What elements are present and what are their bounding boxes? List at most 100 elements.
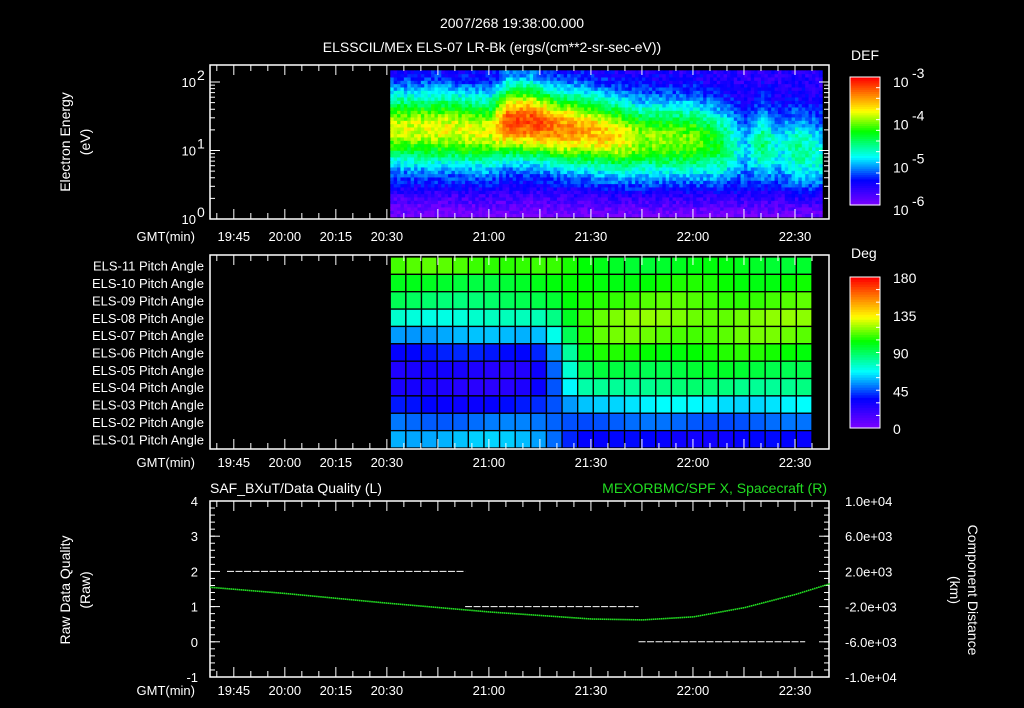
spectrogram-cell <box>400 73 405 78</box>
spectrogram-cell <box>546 86 551 91</box>
spectrogram-cell <box>536 123 541 128</box>
spectrogram-cell <box>618 90 623 95</box>
spectrogram-cell <box>703 80 708 85</box>
spectrogram-cell <box>567 156 572 161</box>
spectrogram-cell <box>733 173 738 178</box>
spectrogram-cell <box>655 90 660 95</box>
spectrogram-cell <box>679 120 684 125</box>
spectrogram-cell <box>682 146 687 151</box>
spectrogram-cell <box>601 133 606 138</box>
spectrogram-cell <box>618 103 623 108</box>
spectrogram-cell <box>587 180 592 185</box>
spectrogram-cell <box>516 73 520 78</box>
spectrogram-cell <box>400 150 405 155</box>
spectrogram-cell <box>587 170 592 175</box>
spectrogram-cell <box>454 130 459 135</box>
spectrogram-cell <box>410 173 415 178</box>
spectrogram-cell <box>611 206 616 211</box>
spectrogram-cell <box>665 153 670 158</box>
spectrogram-cell <box>601 110 606 115</box>
spectrogram-cell <box>607 170 612 175</box>
spectrogram-cell <box>448 93 452 98</box>
spectrogram-cell <box>658 73 663 78</box>
spectrogram-cell <box>495 86 500 91</box>
spectrogram-cell <box>614 73 619 78</box>
spectrogram-cell <box>635 163 640 168</box>
spectrogram-cell <box>669 203 674 208</box>
spectrogram-cell <box>553 170 558 175</box>
spectrogram-cell <box>669 123 674 128</box>
spectrogram-cell <box>550 186 555 191</box>
spectrogram-cell <box>614 153 619 158</box>
spectrogram-cell <box>604 193 609 198</box>
spectrogram-cell <box>607 193 612 198</box>
spectrogram-cell <box>730 146 735 151</box>
spectrogram-cell <box>573 123 578 128</box>
spectrogram-cell <box>635 210 640 215</box>
spectrogram-cell <box>706 130 711 135</box>
spectrogram-cell <box>400 190 405 195</box>
spectrogram-cell <box>410 130 415 135</box>
spectrogram-cell <box>675 126 680 131</box>
spectrogram-cell <box>502 70 507 75</box>
spectrogram-cell <box>461 146 466 151</box>
spectrogram-cell <box>611 163 616 168</box>
spectrogram-cell <box>451 173 456 178</box>
spectrogram-cell <box>590 196 595 201</box>
spectrogram-cell <box>543 73 548 78</box>
spectrogram-cell <box>420 123 425 128</box>
spectrogram-cell <box>420 90 425 95</box>
spectrogram-cell <box>686 163 691 168</box>
spectrogram-cell <box>567 80 572 85</box>
spectrogram-cell <box>682 140 687 145</box>
spectrogram-cell <box>686 210 691 215</box>
spectrogram-cell <box>645 153 650 158</box>
spectrogram-cell <box>400 156 405 161</box>
spectrogram-cell <box>720 206 725 211</box>
spectrogram-cell <box>465 193 469 198</box>
spectrogram-cell <box>648 170 653 175</box>
spectrogram-cell <box>624 176 629 181</box>
spectrogram-cell <box>662 156 667 161</box>
spectrogram-cell <box>618 120 623 125</box>
spectrogram-cell <box>533 150 538 155</box>
spectrogram-cell <box>434 153 439 158</box>
spectrogram-cell <box>573 193 578 198</box>
spectrogram-cell <box>573 96 578 101</box>
spectrogram-cell <box>448 106 452 111</box>
spectrogram-cell <box>638 93 643 98</box>
spectrogram-cell <box>675 80 680 85</box>
spectrogram-cell <box>441 70 446 75</box>
spectrogram-cell <box>556 110 561 115</box>
spectrogram-cell <box>414 73 418 78</box>
spectrogram-cell <box>461 86 466 91</box>
spectrogram-cell <box>604 186 609 191</box>
spectrogram-cell <box>502 193 507 198</box>
spectrogram-cell <box>689 183 694 188</box>
spectrogram-cell <box>471 93 476 98</box>
spectrogram-cell <box>726 183 731 188</box>
spectrogram-cell <box>553 110 558 115</box>
spectrogram-cell <box>465 86 469 91</box>
spectrogram-cell <box>648 193 653 198</box>
spectrogram-cell <box>573 86 578 91</box>
spectrogram-cell <box>502 83 507 88</box>
spectrogram-cell <box>546 133 551 138</box>
spectrogram-cell <box>502 100 507 105</box>
spectrogram-cell <box>533 133 538 138</box>
spectrogram-cell <box>580 190 585 195</box>
spectrogram-cell <box>692 200 697 205</box>
spectrogram-cell <box>580 146 585 151</box>
spectrogram-cell <box>512 180 517 185</box>
spectrogram-cell <box>747 80 752 85</box>
spectrogram-cell <box>713 196 718 201</box>
spectrogram-cell <box>424 176 429 181</box>
spectrogram-cell <box>407 163 412 168</box>
spectrogram-cell <box>437 123 442 128</box>
spectrogram-cell <box>461 163 466 168</box>
spectrogram-cell <box>431 90 435 95</box>
spectrogram-cell <box>679 166 684 171</box>
spectrogram-cell <box>499 190 503 195</box>
spectrogram-cell <box>556 130 561 135</box>
spectrogram-cell <box>441 120 446 125</box>
